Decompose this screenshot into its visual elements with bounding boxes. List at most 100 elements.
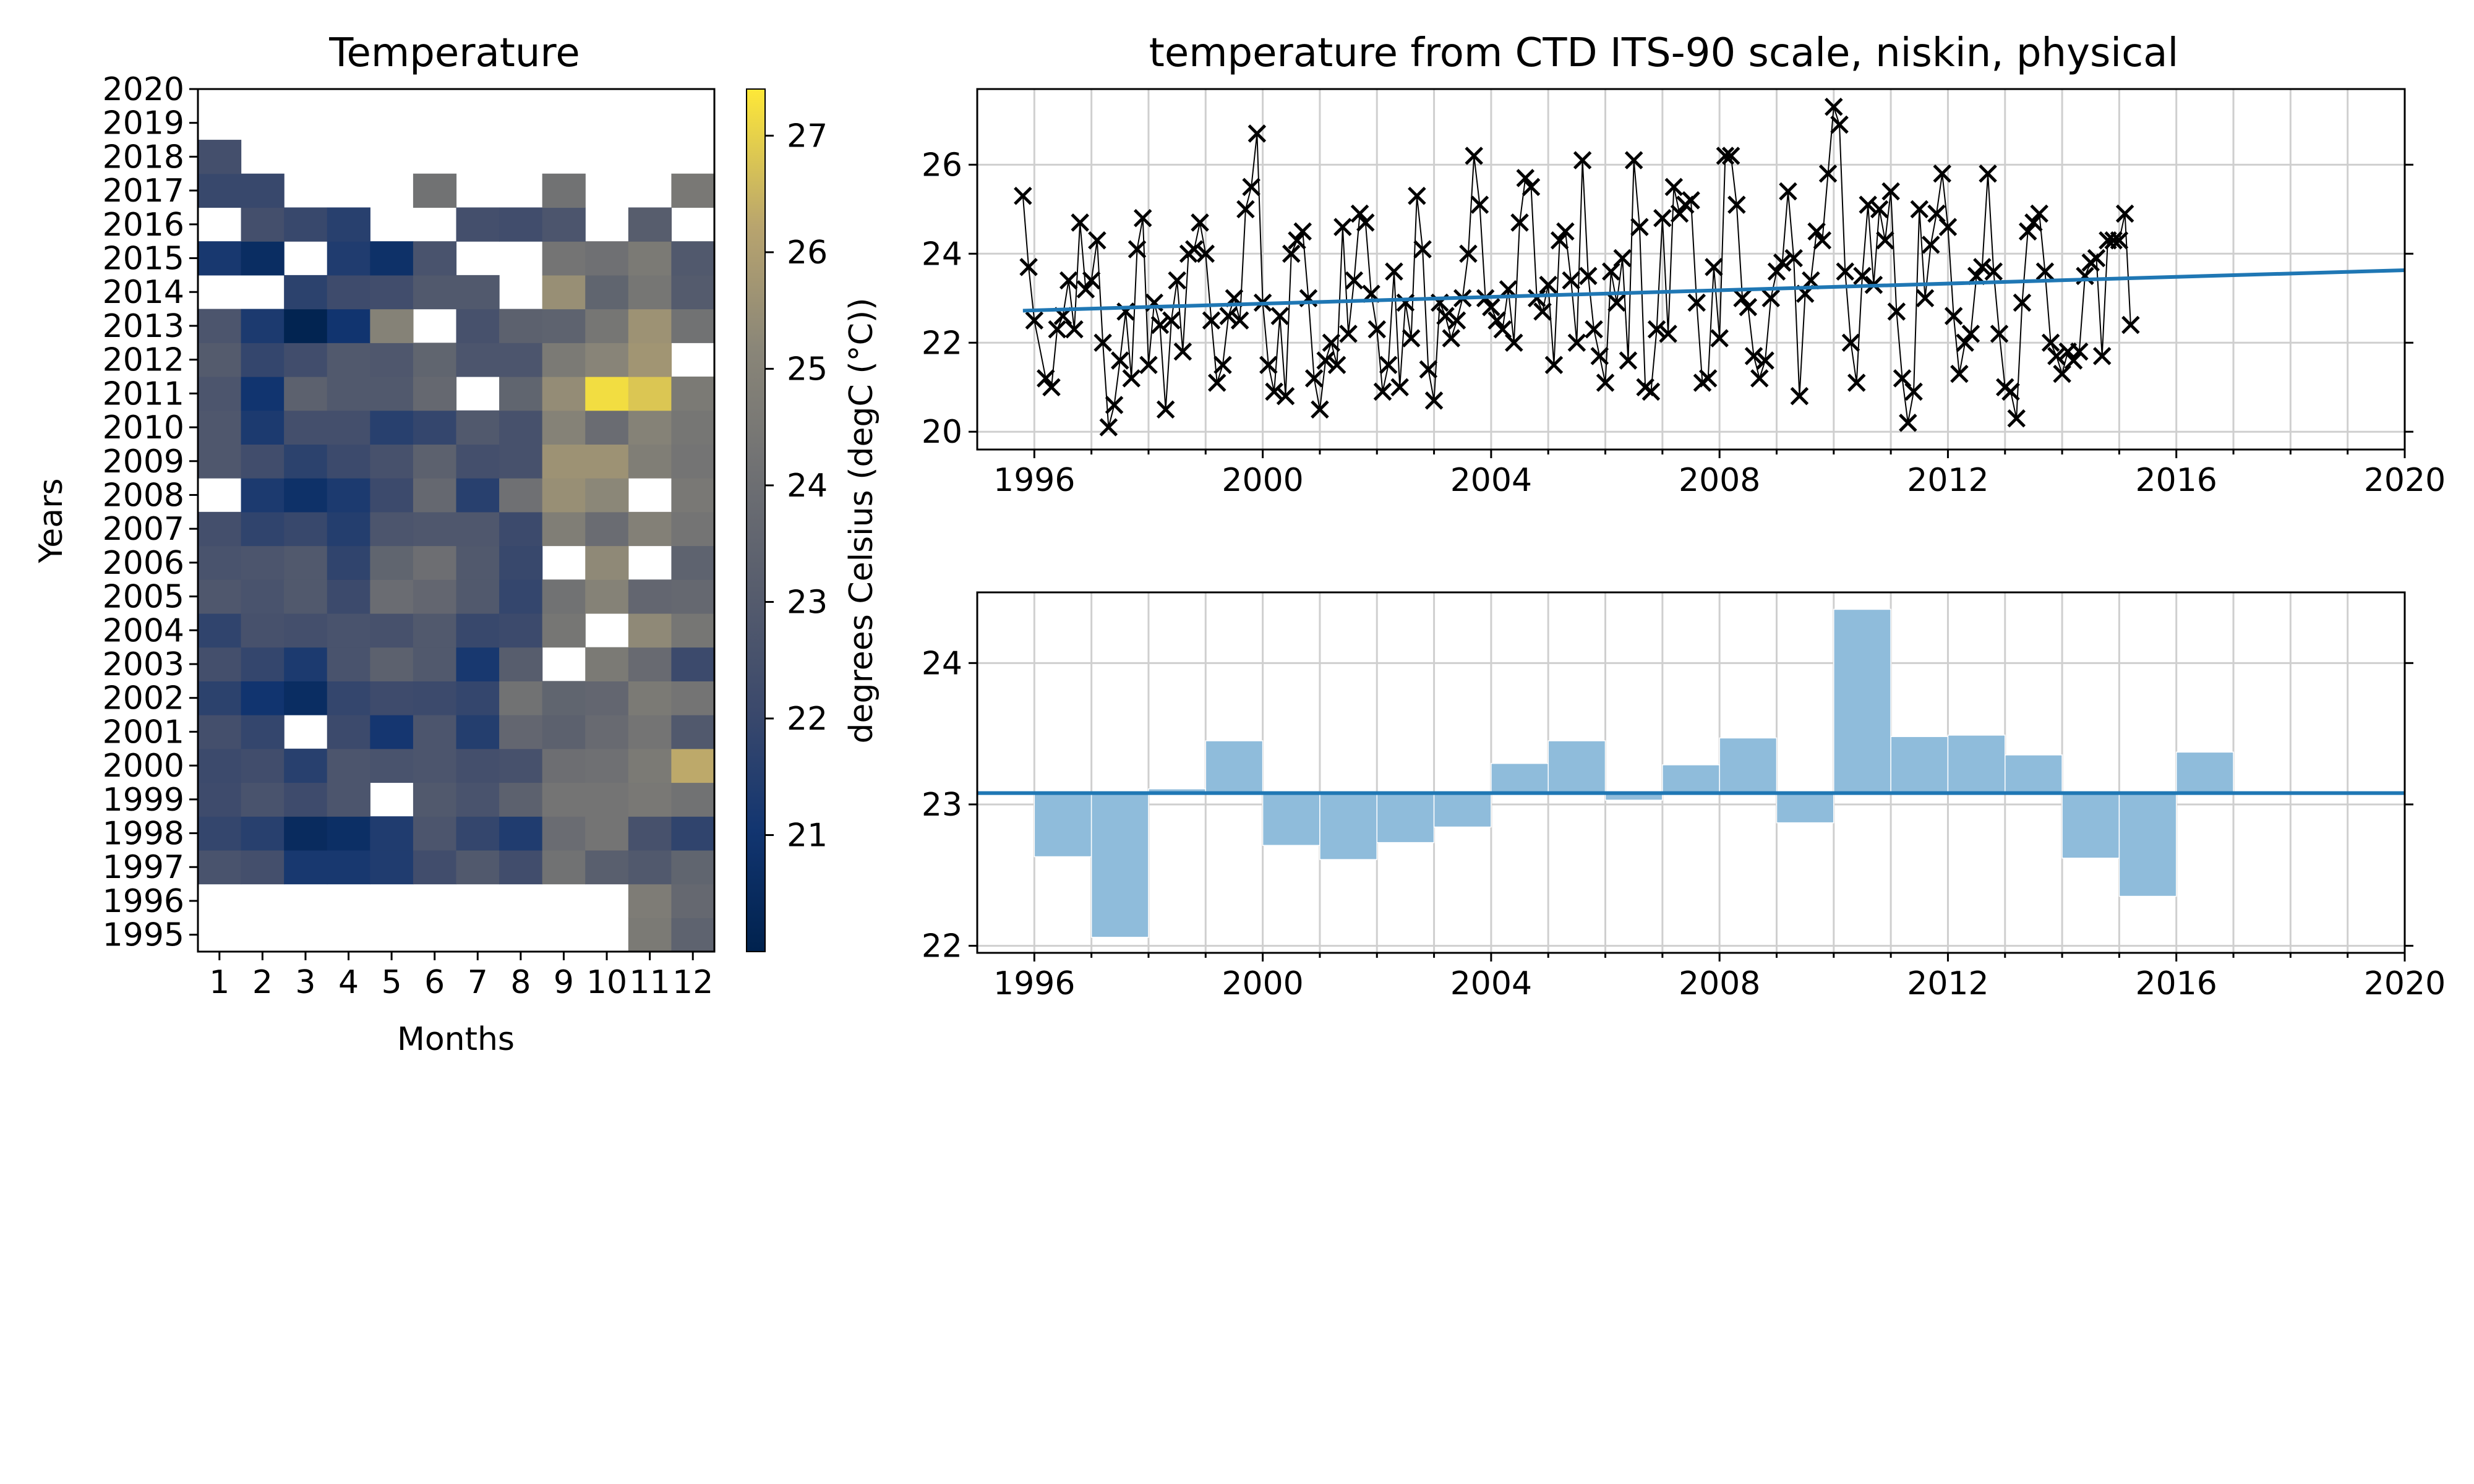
- heatmap-x-tick-label: 4: [338, 964, 359, 1001]
- heatmap-cell: [456, 748, 500, 783]
- heatmap-cell: [542, 816, 586, 851]
- data-point-marker: [1961, 325, 1980, 343]
- heatmap-cell: [327, 377, 370, 411]
- heatmap-cell: [198, 681, 242, 715]
- heatmap-cell: [241, 748, 285, 783]
- annual-bar: [1262, 792, 1320, 846]
- heatmap-cell: [370, 545, 414, 580]
- heatmap-cell: [628, 613, 672, 648]
- heatmap-cell: [413, 816, 457, 851]
- heatmap-cell: [671, 782, 715, 817]
- data-point-marker: [1071, 213, 1089, 232]
- heatmap-cell: [241, 579, 285, 614]
- heatmap-cell: [628, 444, 672, 479]
- data-point-marker: [1904, 382, 1923, 401]
- heatmap-cell: [284, 647, 328, 681]
- y-tick-label: 23: [922, 787, 962, 824]
- data-point-marker: [1619, 351, 1638, 370]
- data-point-marker: [1304, 369, 1324, 388]
- data-point-marker: [1288, 231, 1306, 250]
- heatmap-cell: [542, 681, 586, 715]
- data-point-marker: [1465, 147, 1483, 165]
- data-point-marker: [1516, 169, 1535, 187]
- y-tick-label: 24: [922, 236, 962, 273]
- data-point-marker: [2001, 382, 2020, 401]
- heatmap-cell: [198, 579, 242, 614]
- timeseries-panel: temperature from CTD ITS-90 scale, niski…: [922, 30, 2446, 499]
- data-point-marker: [1825, 98, 1843, 116]
- heatmap-y-tick-label: 2012: [103, 342, 184, 379]
- data-point-marker: [2070, 342, 2089, 361]
- data-point-marker: [1339, 325, 1358, 343]
- data-point-marker: [1818, 164, 1838, 183]
- data-point-marker: [1265, 382, 1283, 401]
- data-point-marker: [1191, 213, 1209, 232]
- data-point-marker: [1813, 231, 1832, 250]
- heatmap-cell: [542, 173, 586, 208]
- annual-bar: [1376, 792, 1435, 843]
- x-tick-label: 2008: [1679, 965, 1760, 1002]
- heatmap-cell: [542, 410, 586, 445]
- heatmap-cell: [628, 884, 672, 918]
- heatmap-cell: [628, 377, 672, 411]
- data-point-marker: [1065, 320, 1084, 339]
- heatmap-cell: [370, 309, 414, 343]
- heatmap-cell: [542, 579, 586, 614]
- heatmap-cell: [542, 748, 586, 783]
- heatmap-cell: [413, 410, 457, 445]
- heatmap-cell: [241, 715, 285, 749]
- heatmap-cell: [370, 748, 414, 783]
- heatmap-cell: [585, 579, 629, 614]
- data-point-marker: [2007, 409, 2026, 428]
- heatmap-cell: [628, 511, 672, 547]
- heatmap-cell: [542, 309, 586, 343]
- heatmap-x-tick-label: 2: [252, 964, 273, 1001]
- data-point-marker: [1687, 293, 1706, 312]
- data-point-marker: [2018, 222, 2037, 241]
- data-point-marker: [1870, 200, 1889, 219]
- annual-bar-panel: 1996 2000 2004 2008 2012 2016 2020 22 23 24: [922, 591, 2446, 1002]
- heatmap-y-tick-label: 2007: [103, 511, 184, 548]
- colorbar-tick-label: 23: [787, 584, 828, 621]
- x-tick-label: 1996: [993, 462, 1075, 499]
- data-point-marker: [1761, 289, 1781, 308]
- annual-bar: [2061, 792, 2120, 859]
- data-point-marker: [2115, 204, 2134, 223]
- heatmap-cell: [241, 613, 285, 648]
- heatmap-x-tick-label: 10: [586, 964, 627, 1001]
- data-point-marker: [1562, 271, 1580, 290]
- heatmap-cell: [585, 309, 629, 343]
- heatmap-cell: [585, 782, 629, 817]
- bar-frame: [976, 591, 2406, 954]
- data-point-marker: [1242, 177, 1261, 197]
- heatmap-cell: [456, 816, 500, 851]
- heatmap-cell: [628, 241, 672, 276]
- data-point-marker: [1881, 182, 1900, 201]
- heatmap-cell: [542, 782, 586, 817]
- x-tick-label: 2000: [1222, 462, 1303, 499]
- heatmap-cell: [241, 444, 285, 479]
- data-point-marker: [1556, 222, 1575, 241]
- heatmap-cell: [413, 444, 457, 479]
- heatmap-cell: [413, 343, 457, 377]
- heatmap-cell: [456, 545, 500, 580]
- heatmap-x-label: Months: [397, 1021, 515, 1058]
- annual-bar: [1947, 735, 2006, 794]
- data-point-marker: [2030, 204, 2048, 223]
- data-point-marker: [1219, 307, 1238, 325]
- heatmap-cell: [370, 275, 414, 310]
- heatmap-cell: [284, 613, 328, 648]
- heatmap-cell: [628, 681, 672, 715]
- data-point-marker: [1544, 356, 1564, 375]
- heatmap-y-tick-label: 2017: [103, 173, 184, 210]
- heatmap-y-tick-label: 2006: [103, 545, 184, 582]
- heatmap-cell: [456, 275, 500, 310]
- heatmap-cell: [671, 681, 715, 715]
- heatmap-cell: [585, 748, 629, 783]
- heatmap-cell: [284, 850, 328, 885]
- data-point-marker: [1402, 329, 1421, 348]
- heatmap-cell: [671, 377, 715, 411]
- heatmap-title: Temperature: [328, 30, 580, 76]
- colorbar-label: degrees Celsius (degC (°C)): [843, 297, 880, 743]
